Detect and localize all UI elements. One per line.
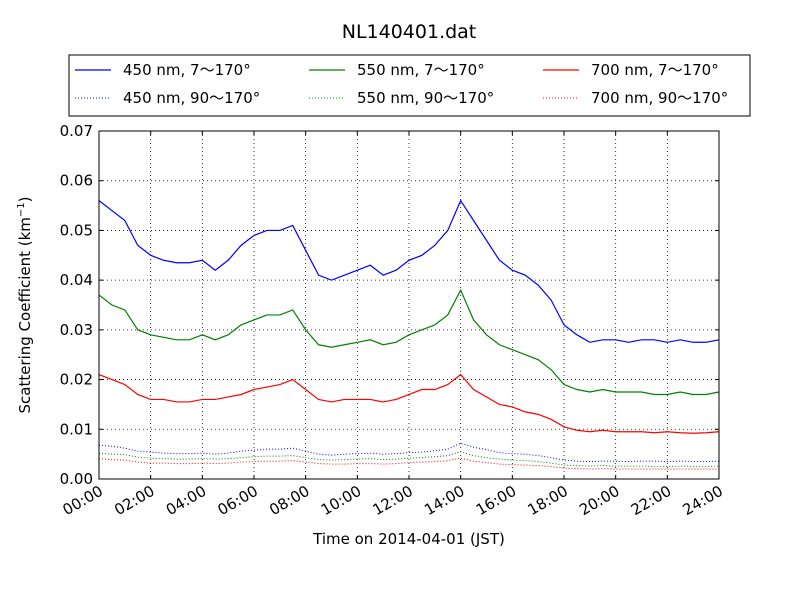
x-tick-label: 24:00 <box>680 482 726 519</box>
series-line-3 <box>98 288 720 396</box>
legend-label: 700 nm, 7～170° <box>591 61 719 79</box>
x-tick-label: 02:00 <box>111 482 157 519</box>
y-tick-label: 0.07 <box>60 122 93 140</box>
x-tick-label: 12:00 <box>370 482 416 519</box>
chart-title: NL140401.dat <box>342 21 477 43</box>
x-tick-labels: 00:00 02:00 04:00 06:00 08:00 10:00 12:00 14:00… <box>60 482 726 519</box>
y-tick-label: 0.03 <box>60 321 93 339</box>
grid <box>99 131 719 479</box>
y-axis-label-main: Scattering Coefficient (km <box>16 217 34 413</box>
legend-label: 700 nm, 90～170° <box>591 89 728 107</box>
x-tick-label: 04:00 <box>163 482 209 519</box>
x-tick-label: 08:00 <box>266 482 312 519</box>
x-tick-label: 10:00 <box>318 482 364 519</box>
x-tick-label: 16:00 <box>473 482 519 519</box>
x-tick-label: 20:00 <box>576 482 622 519</box>
y-axis-label-close: ) <box>16 196 34 202</box>
series-line-5 <box>98 373 720 434</box>
ticks <box>98 130 720 480</box>
series-line-4 <box>98 451 720 468</box>
y-tick-label: 0.06 <box>60 172 93 190</box>
legend-label: 450 nm, 90～170° <box>123 89 260 107</box>
legend-label: 550 nm, 7～170° <box>357 61 485 79</box>
legend-label: 550 nm, 90～170° <box>357 89 494 107</box>
series-lines <box>98 199 720 470</box>
y-tick-label: 0.02 <box>60 371 93 389</box>
legend-label: 450 nm, 7～170° <box>123 61 251 79</box>
x-tick-label: 06:00 <box>215 482 261 519</box>
y-tick-labels: 0.00 0.01 0.02 0.03 0.04 0.05 0.06 0.07 <box>60 122 93 488</box>
x-axis-label: Time on 2014-04-01 (JST) <box>312 530 505 548</box>
x-tick-label: 18:00 <box>525 482 571 519</box>
y-axis-label: Scattering Coefficient (km−1) <box>16 196 34 413</box>
legend-box <box>68 54 751 117</box>
legend: 450 nm, 7～170° 450 nm, 90～170° 550 nm, 7～1… <box>75 61 728 107</box>
y-tick-label: 0.05 <box>60 221 93 239</box>
y-tick-label: 0.00 <box>60 470 93 488</box>
y-tick-label: 0.04 <box>60 271 93 289</box>
y-tick-label: 0.01 <box>60 420 93 438</box>
x-tick-label: 22:00 <box>628 482 674 519</box>
series-line-1 <box>98 199 720 343</box>
x-tick-label: 14:00 <box>421 482 467 519</box>
y-axis-label-sup: −1 <box>16 202 27 217</box>
